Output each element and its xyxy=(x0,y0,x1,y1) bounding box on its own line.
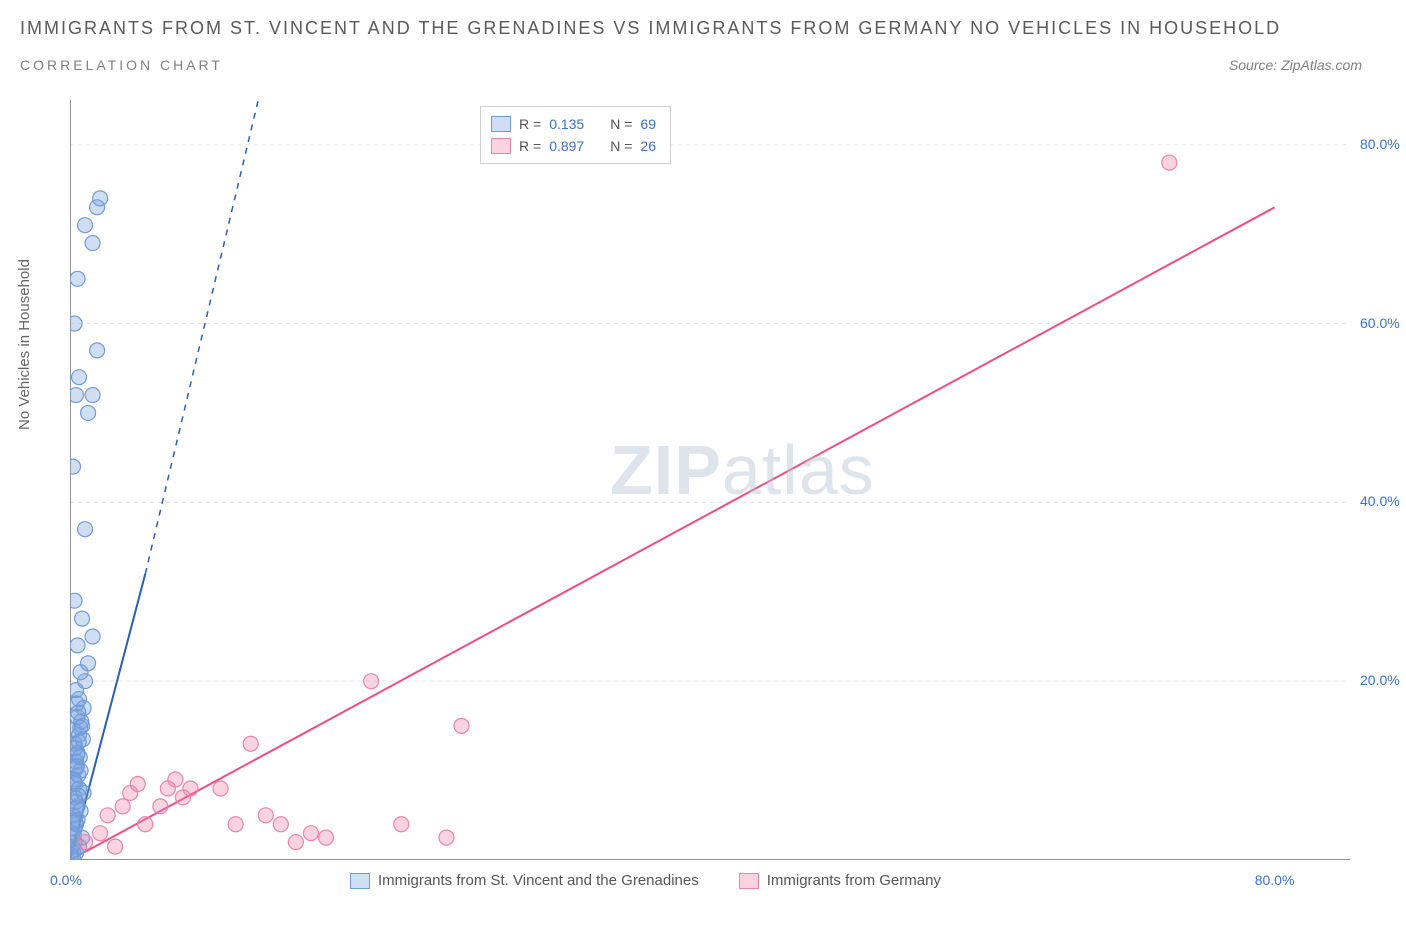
y-tick-label: 60.0% xyxy=(1360,315,1400,331)
y-axis-label: No Vehicles in Household xyxy=(16,259,33,430)
legend-swatch-1 xyxy=(491,116,511,132)
legend-row-series-1: R = 0.135 N = 69 xyxy=(491,113,656,135)
x-tick-label: 80.0% xyxy=(1255,872,1295,888)
legend-swatch xyxy=(739,873,759,889)
legend-label: Immigrants from Germany xyxy=(767,872,941,889)
legend-swatch-2 xyxy=(491,138,511,154)
source-label: Source: ZipAtlas.com xyxy=(1229,57,1386,73)
n-value-2: 26 xyxy=(640,135,656,157)
subtitle: CORRELATION CHART xyxy=(20,57,223,73)
r-value-1: 0.135 xyxy=(549,113,584,135)
stats-legend: R = 0.135 N = 69 R = 0.897 N = 26 xyxy=(480,106,671,164)
legend-swatch xyxy=(350,873,370,889)
correlation-chart: ZIPatlas R = 0.135 N = 69 R = 0.897 N = … xyxy=(70,100,1380,870)
legend-item: Immigrants from Germany xyxy=(739,872,941,889)
legend-label: Immigrants from St. Vincent and the Gren… xyxy=(378,872,699,889)
scatter-plot-svg xyxy=(70,100,1350,860)
n-value-1: 69 xyxy=(640,113,656,135)
series-legend: Immigrants from St. Vincent and the Gren… xyxy=(350,872,941,889)
x-tick-label: 0.0% xyxy=(50,872,82,888)
page-title: IMMIGRANTS FROM ST. VINCENT AND THE GREN… xyxy=(20,18,1386,39)
y-tick-label: 40.0% xyxy=(1360,493,1400,509)
y-tick-label: 20.0% xyxy=(1360,672,1400,688)
legend-item: Immigrants from St. Vincent and the Gren… xyxy=(350,872,699,889)
r-value-2: 0.897 xyxy=(549,135,584,157)
y-tick-label: 80.0% xyxy=(1360,136,1400,152)
legend-row-series-2: R = 0.897 N = 26 xyxy=(491,135,656,157)
